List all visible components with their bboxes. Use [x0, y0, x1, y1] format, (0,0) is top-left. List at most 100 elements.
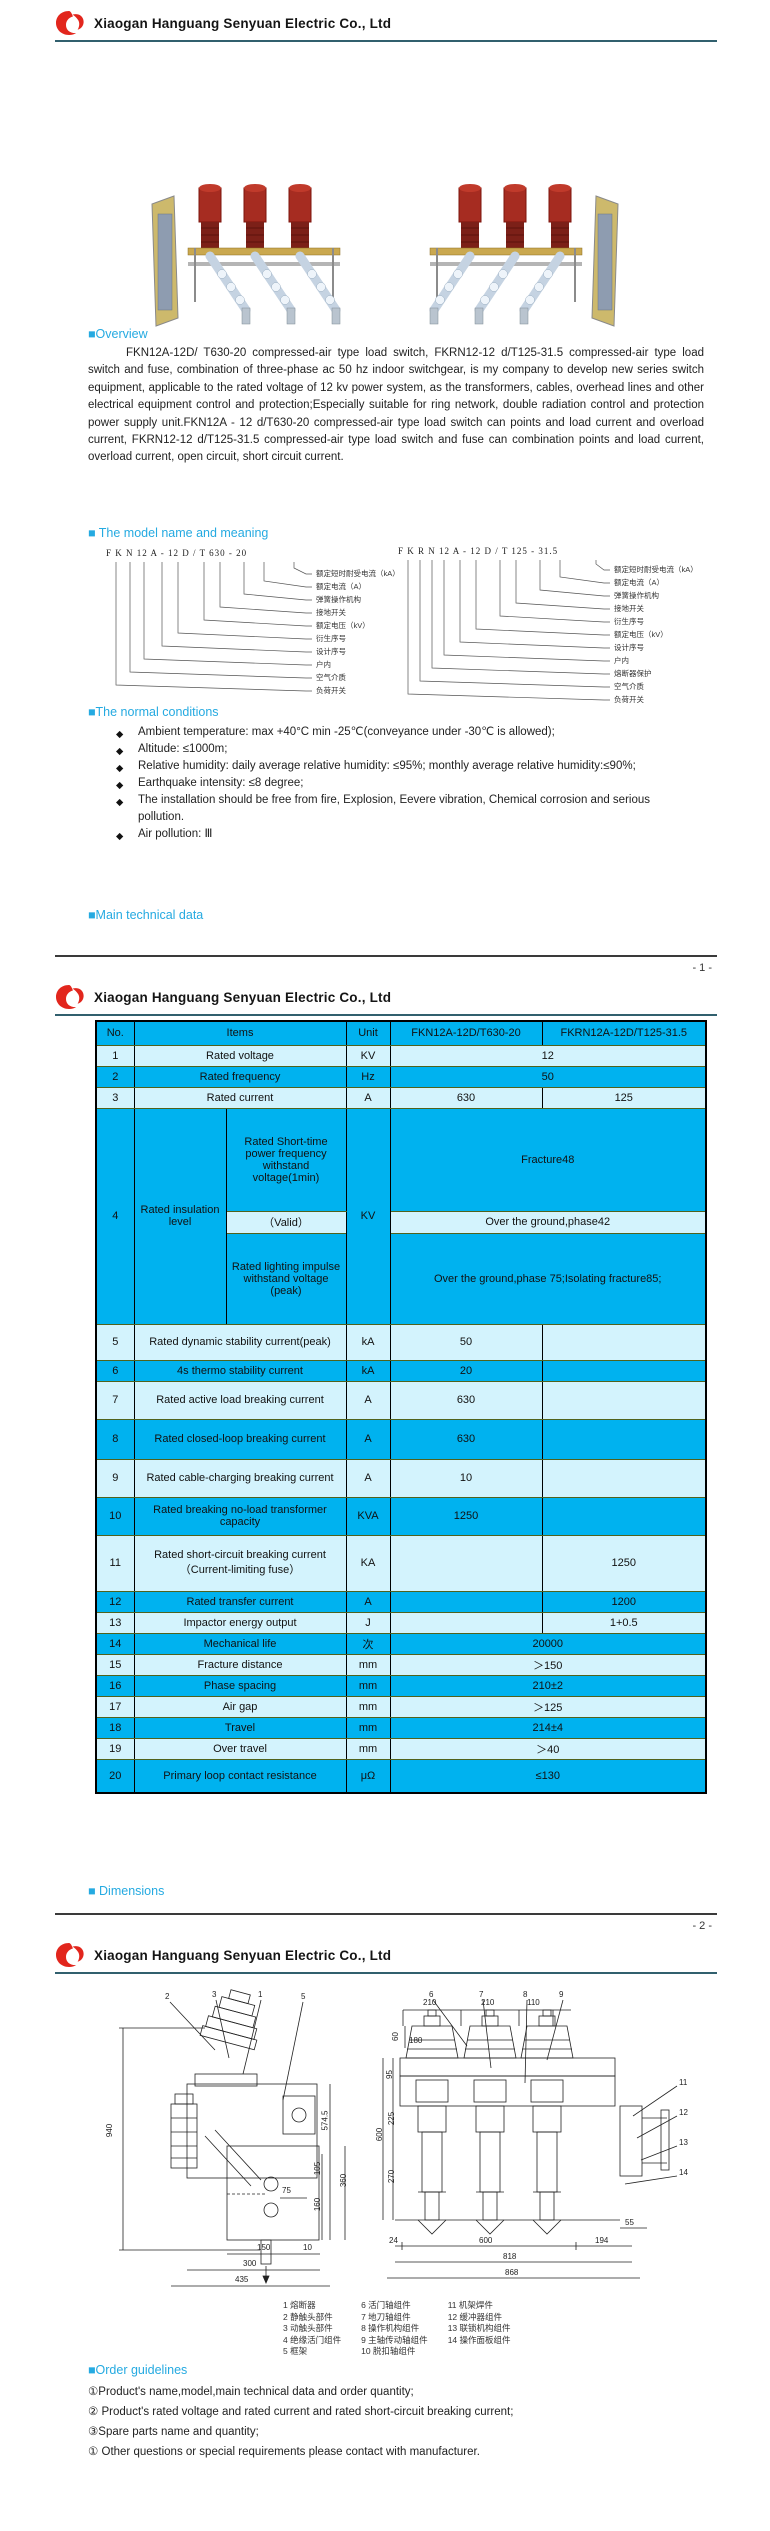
model-label: 衍生序号 — [614, 617, 644, 626]
cell-no: 18 — [95, 1716, 135, 1739]
company-name: Xiaogan Hanguang Senyuan Electric Co., L… — [94, 1947, 392, 1963]
cell-no: 6 — [95, 1359, 135, 1382]
cell-unit: μΩ — [345, 1758, 391, 1794]
cell-value: ≤130 — [389, 1758, 707, 1794]
callout-number: 11 — [679, 2078, 688, 2087]
cell-value-empty — [541, 1496, 707, 1536]
legend-item: 6 活门轴组件 — [361, 2300, 411, 2310]
cell-unit: KVA — [345, 1496, 391, 1536]
company-name: Xiaogan Hanguang Senyuan Electric Co., L… — [94, 15, 392, 31]
legend-item: 12 缓冲器组件 — [447, 2311, 503, 2322]
model-label: 额定短时耐受电流（kA） — [614, 565, 698, 574]
cell-unit: 次 — [345, 1632, 391, 1655]
table-row: 2 Rated frequency Hz 50 — [95, 1065, 707, 1088]
cell-no: 11 — [95, 1534, 135, 1592]
table-row: 5 Rated dynamic stability current(peak) … — [95, 1323, 707, 1361]
cell-item: Air gap — [133, 1695, 347, 1718]
dim-label: 10 — [303, 2243, 312, 2252]
legend-item: 11 机架焊件 — [447, 2300, 493, 2310]
dim-label: 75 — [282, 2186, 291, 2195]
model-label: 户内 — [316, 660, 331, 669]
cell-value-empty — [389, 1590, 543, 1613]
callout-number: 3 — [212, 1990, 217, 1999]
cell-item: Primary loop contact resistance — [133, 1758, 347, 1794]
table-row: 9 Rated cable-charging breaking current … — [95, 1458, 707, 1498]
cell-no: 2 — [95, 1065, 135, 1088]
dim-label: 225 — [387, 2111, 397, 2126]
legend-item: 8 操作机构组件 — [361, 2323, 420, 2333]
model-code-right: F K R N 12 A - 12 D / T 125 - 31.5 — [398, 546, 559, 556]
callout-number: 13 — [679, 2138, 688, 2147]
dim-label: 600 — [479, 2236, 493, 2245]
conditions-heading: ■The normal conditions — [88, 705, 219, 719]
dim-label: 940 — [105, 2123, 115, 2138]
dim-label: 210 — [481, 1998, 495, 2007]
dim-label: 300 — [243, 2259, 257, 2268]
cell-unit: A — [345, 1418, 391, 1460]
diamond-bullet-icon: ◆ — [116, 831, 124, 842]
page1-footer-rule — [55, 955, 717, 957]
condition-item: ◆ Earthquake intensity: ≤8 degree; — [88, 775, 658, 792]
main-data-heading: ■Main technical data — [88, 908, 204, 922]
dim-label: 150 — [257, 2243, 271, 2252]
callout-number: 5 — [301, 1992, 306, 2001]
cell-unit: A — [345, 1458, 391, 1498]
dim-label: 574.5 — [320, 2110, 330, 2131]
model-label: 弹簧操作机构 — [614, 591, 659, 600]
model-diagram-left: F K N 12 A - 12 D / T 630 - 20 额定短时耐受电流（… — [106, 548, 406, 716]
company-logo-icon — [56, 11, 84, 35]
dimensions-heading: ■ Dimensions — [88, 1884, 165, 1898]
cell-value-empty — [541, 1380, 707, 1420]
dimension-drawings: 940 574.5 360 105 160 75 150 10 300 435 … — [75, 1988, 705, 2300]
model-label: 衍生序号 — [316, 634, 346, 643]
cell-item: Impactor energy output — [133, 1611, 347, 1634]
table-row: 3 Rated current A 630 125 — [95, 1086, 707, 1109]
col-header-unit: Unit — [345, 1020, 391, 1046]
model-label: 设计序号 — [316, 647, 346, 656]
table-row: （Valid） Over the ground,phase42 — [96, 1210, 707, 1234]
diamond-bullet-icon: ◆ — [116, 780, 124, 791]
cell-item: Rated current — [133, 1086, 347, 1109]
model-label: 户内 — [614, 656, 629, 665]
legend-item: 5 框架 — [283, 2346, 308, 2356]
dim-label: 270 — [387, 2169, 397, 2184]
model-code-left: F K N 12 A - 12 D / T 630 - 20 — [106, 548, 248, 558]
cell-unit: KV — [345, 1107, 391, 1325]
cell-no: 1 — [95, 1044, 135, 1067]
cell-no: 9 — [95, 1458, 135, 1498]
table-row: 7 Rated active load breaking current A 6… — [95, 1380, 707, 1420]
diamond-bullet-icon: ◆ — [116, 797, 124, 808]
cell-unit: KA — [345, 1534, 391, 1592]
dimension-drawing-left — [119, 1989, 346, 2287]
page2-number: - 2 - — [692, 1920, 712, 1932]
model-label: 熔断器保护 — [614, 669, 652, 678]
cell-no: 15 — [95, 1653, 135, 1676]
order-list: ①Product's name,model,main technical dat… — [88, 2382, 708, 2462]
cell-item: Rated insulation level — [133, 1107, 227, 1325]
cell-value: 10 — [389, 1458, 543, 1498]
col-header-no: No. — [95, 1020, 135, 1046]
callout-number: 12 — [679, 2108, 688, 2117]
model-label: 空气介质 — [316, 673, 346, 682]
callout-number: 2 — [165, 1992, 170, 2001]
cell-unit: KV — [345, 1044, 391, 1067]
cell-no: 20 — [95, 1758, 135, 1794]
cell-unit: mm — [345, 1737, 391, 1760]
legend-item: 2 静触头部件 — [283, 2311, 333, 2322]
cell-value: Fracture48 — [389, 1107, 707, 1212]
cell-item: Rated frequency — [133, 1065, 347, 1088]
cell-value: 214±4 — [389, 1716, 707, 1739]
col-header-items: Items — [133, 1020, 347, 1046]
cell-value-empty — [541, 1323, 707, 1361]
cell-no: 17 — [95, 1695, 135, 1718]
cell-unit: mm — [345, 1674, 391, 1697]
cell-unit: A — [345, 1590, 391, 1613]
table-row: 16 Phase spacing mm 210±2 — [95, 1674, 707, 1697]
condition-text: Air pollution: Ⅲ — [138, 828, 213, 840]
cell-no: 7 — [95, 1380, 135, 1420]
dim-label: 194 — [595, 2236, 609, 2245]
condition-text: The installation should be free from fir… — [138, 794, 651, 823]
company-logo-icon — [56, 985, 84, 1009]
overview-heading: ■Overview — [88, 327, 148, 341]
